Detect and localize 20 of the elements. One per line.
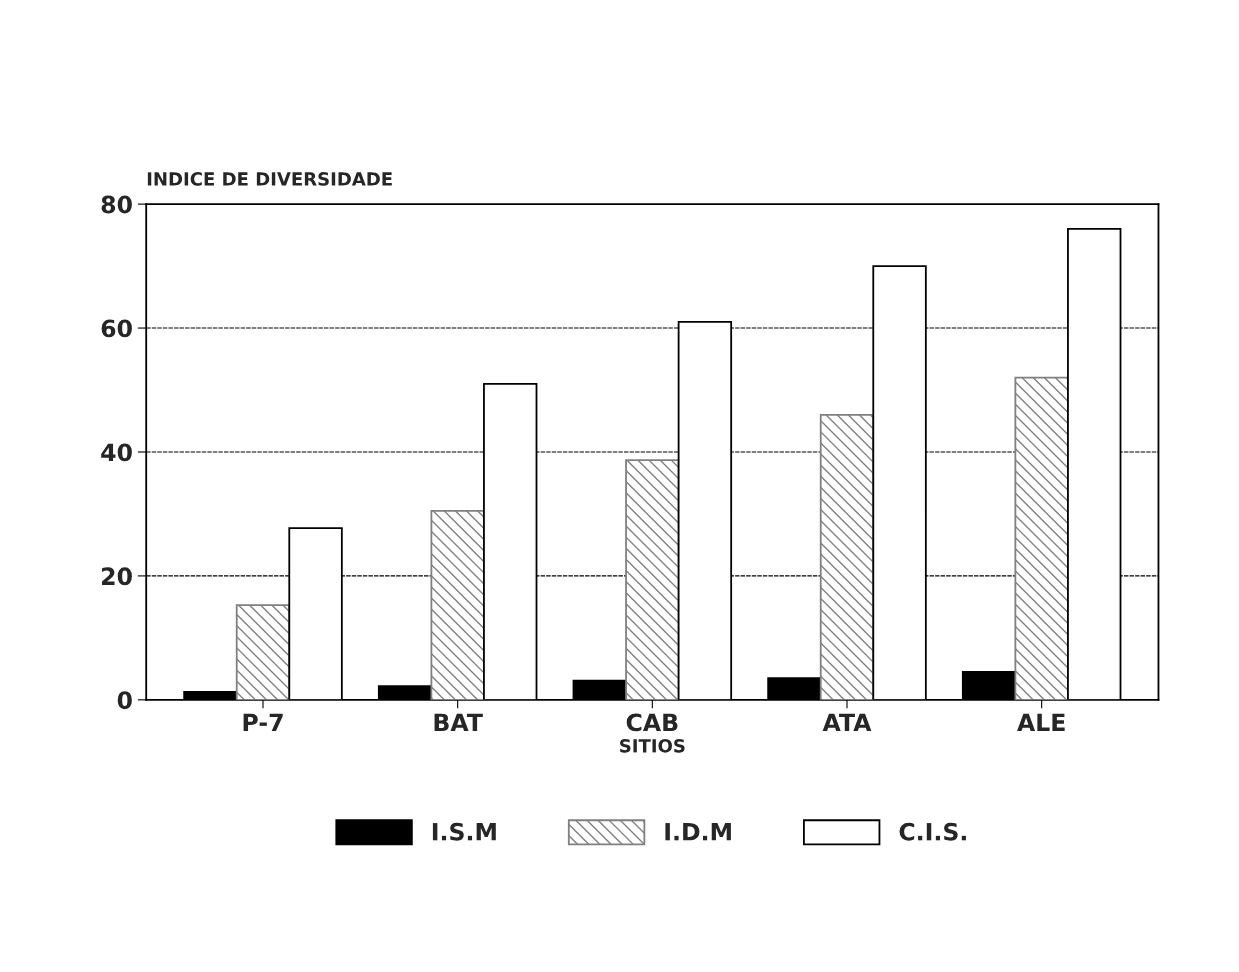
x-tick-label: ATA	[822, 713, 872, 731]
bar	[430, 509, 485, 700]
x-tick-label: P-7	[243, 713, 283, 731]
bar	[1014, 376, 1069, 700]
x-tick-label: ALE	[1017, 713, 1065, 731]
bar	[625, 459, 680, 700]
y-tick-label: 0	[117, 691, 132, 710]
y-tick-label: 20	[102, 567, 132, 586]
y-tick-label: 80	[101, 195, 132, 214]
legend-label: I.D.M	[665, 823, 731, 841]
x-tick-label: CAB	[626, 713, 678, 732]
bar	[819, 413, 875, 700]
legend-label: C.I.S.	[899, 822, 966, 841]
y-tick-label: 60	[101, 319, 132, 338]
x-tick-label: BAT	[434, 713, 483, 731]
y-axis-title: INDICE DE DIVERSIDADE	[147, 172, 392, 186]
legend-label: I.S.M	[432, 822, 496, 841]
y-tick-label: 40	[101, 443, 132, 462]
x-axis-title: SITIOS	[620, 738, 685, 753]
bar	[235, 604, 291, 700]
